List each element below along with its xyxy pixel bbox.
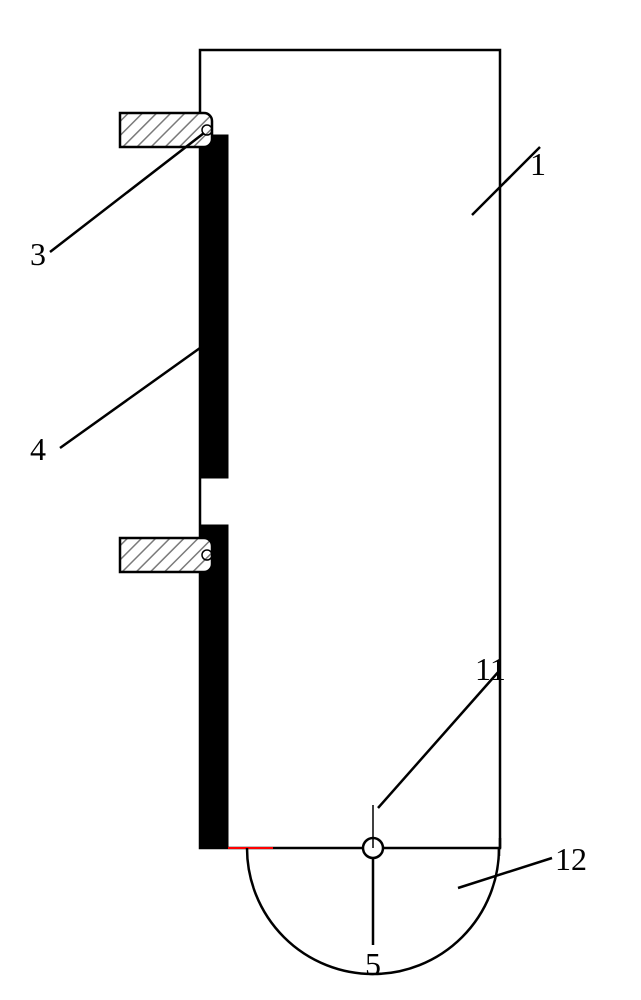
leader-3 [50,133,204,252]
label-12: 12 [555,841,587,877]
label-3: 3 [30,236,46,272]
label-11: 11 [475,651,506,687]
left-bar-upper [200,135,228,478]
leader-4 [60,338,214,448]
bracket-1 [120,538,212,572]
label-4: 4 [30,431,46,467]
label-1: 1 [530,146,546,182]
left-bar-lower [200,525,228,848]
label-5: 5 [365,946,381,982]
leader-1 [472,177,510,215]
leader-11 [378,670,500,808]
bracket-0 [120,113,212,147]
main-body [200,50,500,848]
leader-12 [458,858,552,888]
